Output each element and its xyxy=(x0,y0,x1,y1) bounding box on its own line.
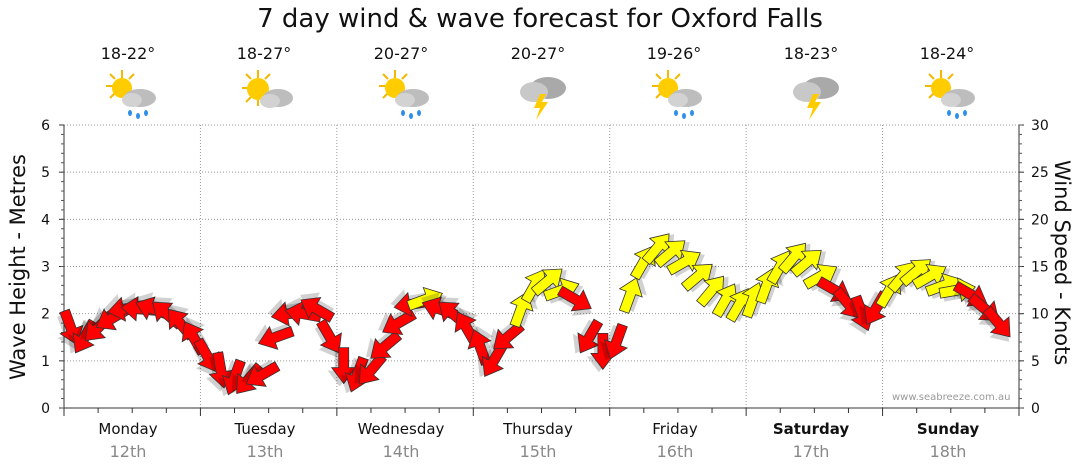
wind-arrow xyxy=(488,320,525,350)
wind-arrow xyxy=(618,276,647,314)
right-tick-label: 10 xyxy=(1031,307,1049,323)
wind-arrow-body xyxy=(666,249,701,276)
day-date-friday: 16th xyxy=(656,442,694,461)
day-date-tuesday: 13th xyxy=(246,442,284,461)
day-name-thursday: Thursday xyxy=(503,420,573,438)
sun-cloud-icon xyxy=(242,70,293,108)
day-name-monday: Monday xyxy=(98,420,158,438)
sun-cloud-rain-icon xyxy=(106,70,156,119)
day-date-sunday: 18th xyxy=(929,442,967,461)
wind-arrow xyxy=(192,337,220,377)
day-date-saturday: 17th xyxy=(792,442,830,461)
day-temp-sunday: 18-24° xyxy=(919,44,975,63)
wind-arrow-body xyxy=(618,277,643,314)
wind-arrow-body xyxy=(245,361,281,387)
storm-cloud-icon xyxy=(793,77,839,120)
wind-arrow xyxy=(378,307,417,335)
day-temp-wednesday: 20-27° xyxy=(373,44,429,63)
day-name-tuesday: Tuesday xyxy=(234,420,296,438)
day-temp-thursday: 20-27° xyxy=(510,44,566,63)
wind-arrow-body xyxy=(257,325,295,350)
right-tick-label: 5 xyxy=(1031,354,1040,370)
right-tick-label: 25 xyxy=(1031,165,1049,181)
wind-arrows xyxy=(57,233,1011,397)
sun-cloud-rain-icon xyxy=(379,70,429,119)
sun-cloud-rain-icon xyxy=(925,70,975,119)
day-name-saturday: Saturday xyxy=(772,420,850,438)
wind-arrow-body xyxy=(370,330,403,359)
wind-arrow-body xyxy=(382,309,417,335)
wind-arrow-body xyxy=(300,297,336,323)
wind-arrow xyxy=(300,292,336,323)
chart-title: 7 day wind & wave forecast for Oxford Fa… xyxy=(257,4,823,34)
wind-arrow xyxy=(241,359,281,387)
left-tick-label: 4 xyxy=(41,212,50,228)
right-tick-label: 0 xyxy=(1031,401,1040,417)
day-name-wednesday: Wednesday xyxy=(357,420,445,438)
day-date-thursday: 15th xyxy=(519,442,557,461)
wind-arrow xyxy=(981,305,1011,342)
wind-arrow-body xyxy=(982,305,1011,338)
day-date-wednesday: 14th xyxy=(382,442,420,461)
wind-arrow-body xyxy=(789,249,822,278)
wind-arrow-body xyxy=(493,321,525,350)
wind-arrow xyxy=(254,323,295,350)
wind-arrow xyxy=(556,285,592,316)
left-tick-label: 2 xyxy=(41,307,50,323)
right-tick-label: 15 xyxy=(1031,260,1049,276)
left-tick-label: 3 xyxy=(41,260,50,276)
wind-arrow xyxy=(789,249,827,279)
watermark: www.seabreeze.com.au xyxy=(892,392,1011,403)
wind-arrow xyxy=(696,275,729,308)
wind-arrow-body xyxy=(603,322,628,360)
wind-arrow xyxy=(599,322,628,361)
wind-arrow xyxy=(365,330,403,359)
day-temp-tuesday: 18-27° xyxy=(236,44,292,63)
wind-arrow-body xyxy=(316,318,342,354)
sun-cloud-rain-icon xyxy=(652,70,702,119)
chart-axes: 0 1 2 3 4 5 6 0 5 10 15 20 25 30 xyxy=(41,118,1049,417)
wind-arrow xyxy=(477,342,508,377)
wind-arrow xyxy=(314,318,342,358)
storm-cloud-icon xyxy=(520,77,566,120)
day-name-friday: Friday xyxy=(652,420,698,438)
wind-arrow-body xyxy=(556,285,592,312)
wind-arrow xyxy=(572,318,604,354)
day-name-sunday: Sunday xyxy=(916,420,980,438)
day-date-monday: 12th xyxy=(109,442,147,461)
left-tick-label: 0 xyxy=(41,401,50,417)
left-tick-label: 6 xyxy=(41,118,50,134)
wind-arrow-body xyxy=(696,275,724,308)
day-temp-saturday: 18-23° xyxy=(783,44,839,63)
left-axis-label: Wave Height - Metres xyxy=(6,154,30,380)
day-temp-friday: 19-26° xyxy=(646,44,702,63)
right-axis-label: Wind Speed - Knots xyxy=(1050,160,1074,366)
left-tick-label: 1 xyxy=(41,354,50,370)
right-tick-label: 20 xyxy=(1031,212,1049,228)
day-temp-monday: 18-22° xyxy=(100,44,156,63)
left-tick-label: 5 xyxy=(41,165,50,181)
right-tick-label: 30 xyxy=(1031,118,1049,134)
